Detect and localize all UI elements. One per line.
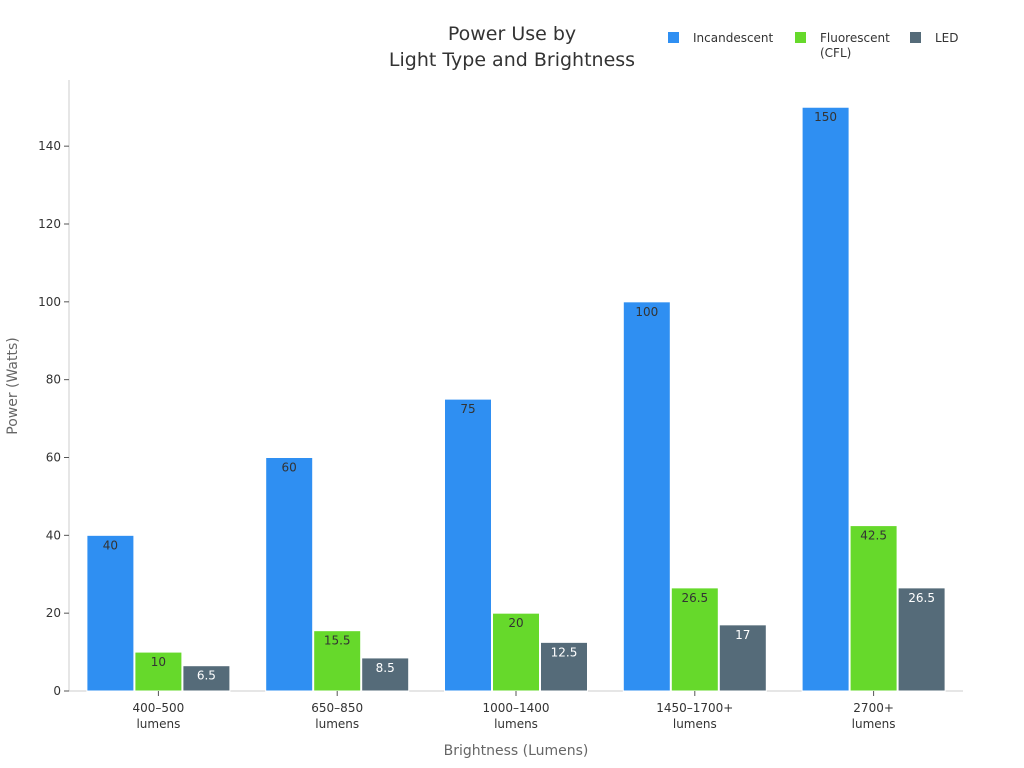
y-tick-label: 120: [38, 217, 61, 231]
data-label: 10: [151, 655, 166, 669]
bar-incandescent-2: [444, 398, 492, 692]
bar-incandescent-4: [801, 106, 850, 692]
data-label: 40: [103, 538, 118, 552]
data-label: 17: [735, 628, 750, 642]
y-tick-label: 100: [38, 295, 61, 309]
bar-fluorescent-cfl-0: [134, 651, 183, 692]
y-tick-label: 20: [46, 606, 61, 620]
data-label: 100: [635, 305, 658, 319]
x-tick-label: lumens: [136, 717, 180, 731]
bar-incandescent-1: [265, 456, 314, 692]
x-tick-label: 1000–1400: [482, 701, 549, 715]
y-tick-label: 40: [46, 528, 61, 542]
chart-title-line-2: Light Type and Brightness: [389, 49, 635, 71]
legend: Incandescent Fluorescent(CFL) LED: [668, 31, 959, 60]
x-axis-title: Brightness (Lumens): [444, 743, 589, 759]
legend-label: (CFL): [820, 46, 851, 60]
data-label: 75: [460, 402, 475, 416]
bar-fluorescent-cfl-4: [849, 525, 898, 692]
bar-led-3: [718, 624, 767, 692]
bar-fluorescent-cfl-1: [313, 630, 362, 692]
bar-led-0: [182, 665, 231, 692]
chart-title: Power Use by Light Type and Brightness: [389, 23, 635, 71]
bar-led-4: [897, 587, 946, 692]
bar-led-2: [540, 641, 588, 692]
bar-led-1: [361, 657, 410, 692]
data-label: 60: [282, 460, 297, 474]
data-label: 6.5: [197, 669, 216, 683]
legend-label: Fluorescent: [820, 31, 890, 45]
x-tick-label: 650–850: [311, 701, 363, 715]
data-label: 150: [814, 110, 837, 124]
y-tick-label: 140: [38, 139, 61, 153]
y-tick-label: 80: [46, 373, 61, 387]
data-label: 42.5: [860, 529, 887, 543]
data-label: 12.5: [551, 645, 578, 659]
x-tick-label: lumens: [852, 717, 896, 731]
data-label: 20: [508, 616, 523, 630]
y-tick-label: 0: [53, 684, 61, 698]
chart-title-line-1: Power Use by: [448, 23, 576, 45]
bar-fluorescent-cfl-3: [670, 587, 719, 692]
data-label: 26.5: [681, 591, 708, 605]
x-tick-label: lumens: [315, 717, 359, 731]
data-label: 15.5: [324, 634, 351, 648]
legend-swatch: [795, 32, 806, 43]
data-label: 26.5: [908, 591, 935, 605]
legend-label: Incandescent: [693, 31, 774, 45]
legend-swatch: [668, 32, 679, 43]
x-tick-label: lumens: [673, 717, 717, 731]
bar-incandescent-0: [86, 534, 135, 692]
y-tick-label: 60: [46, 450, 61, 464]
y-axis-title: Power (Watts): [5, 337, 21, 435]
x-tick-label: lumens: [494, 717, 538, 731]
x-tick-label: 2700+: [853, 701, 894, 715]
x-tick-label: 400–500: [132, 701, 184, 715]
x-tick-label: 1450–1700+: [656, 701, 733, 715]
bar-incandescent-3: [622, 301, 671, 692]
legend-label: LED: [935, 31, 959, 45]
data-label: 8.5: [376, 661, 395, 675]
plot-area: 0 20 40 60 80 100 120 140 40 10 6.5 400–500 lumens 60…: [38, 80, 963, 731]
legend-swatch: [910, 32, 921, 43]
